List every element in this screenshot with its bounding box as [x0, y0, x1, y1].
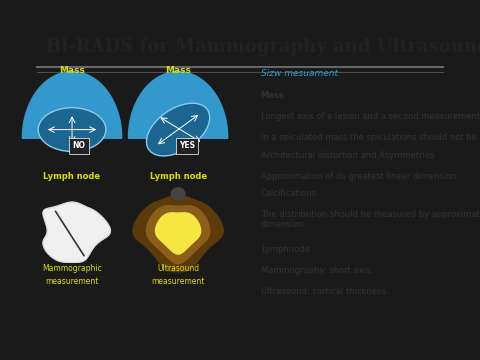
- Text: Mammographic: Mammographic: [42, 264, 102, 273]
- Text: Bi-RADS for Mammography and Ultrasound: Bi-RADS for Mammography and Ultrasound: [46, 37, 480, 55]
- Text: Longest axis of a lesion and a second measurement at right angles.: Longest axis of a lesion and a second me…: [261, 112, 480, 121]
- Text: Lymph node: Lymph node: [44, 172, 101, 181]
- Polygon shape: [146, 206, 210, 264]
- Ellipse shape: [38, 108, 106, 152]
- Text: Mass: Mass: [165, 66, 191, 75]
- FancyBboxPatch shape: [69, 138, 89, 154]
- Text: Mammography: short axis.: Mammography: short axis.: [261, 266, 373, 275]
- Ellipse shape: [146, 103, 210, 156]
- Text: Lymphnode: Lymphnode: [261, 244, 310, 253]
- Text: In a spiculated mass the spiculations should not be included.: In a spiculated mass the spiculations sh…: [261, 134, 480, 143]
- Text: Lymph node: Lymph node: [149, 172, 207, 181]
- Text: Architectural distortion and Asymmetries: Architectural distortion and Asymmetries: [261, 151, 434, 160]
- Text: Calcifications: Calcifications: [261, 189, 317, 198]
- Polygon shape: [23, 72, 122, 138]
- Text: NO: NO: [72, 141, 85, 150]
- Text: Approximation of its greatest linear dimension.: Approximation of its greatest linear dim…: [261, 172, 459, 181]
- Text: measurement: measurement: [151, 277, 205, 286]
- FancyBboxPatch shape: [176, 138, 198, 154]
- Text: Sizw mesuament: Sizw mesuament: [261, 69, 338, 78]
- Polygon shape: [43, 202, 110, 262]
- Polygon shape: [133, 195, 223, 272]
- Polygon shape: [156, 213, 201, 254]
- Text: measurement: measurement: [46, 277, 99, 286]
- Text: The distribution should be measured by approximation of its greatest linear
dime: The distribution should be measured by a…: [261, 210, 480, 229]
- Text: Mass: Mass: [59, 66, 85, 75]
- Polygon shape: [129, 72, 228, 138]
- Text: Ultrasound: Ultrasound: [157, 264, 199, 273]
- Text: Mass: Mass: [261, 91, 284, 100]
- Text: YES: YES: [179, 141, 195, 150]
- Polygon shape: [171, 188, 185, 200]
- Text: Ultrasound: cortical thickness.: Ultrasound: cortical thickness.: [261, 287, 388, 296]
